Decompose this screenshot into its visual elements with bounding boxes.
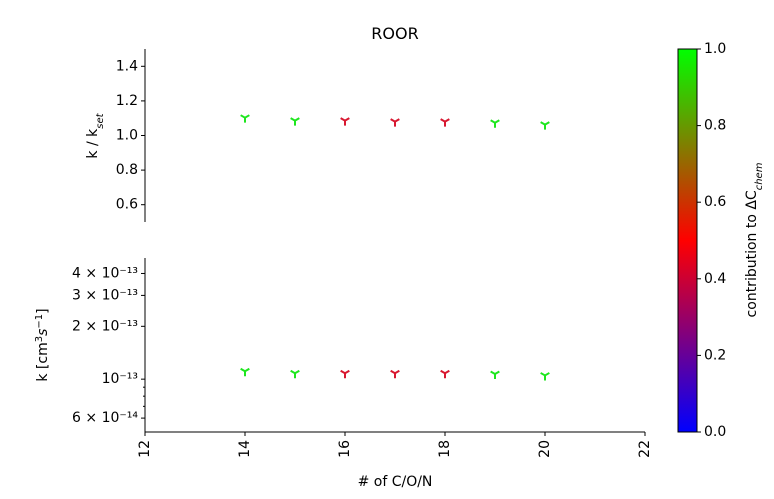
- marker: [540, 121, 550, 130]
- colorbar-tick-label: 0.6: [704, 194, 726, 210]
- y-tick-label: 3 × 10⁻¹³: [72, 287, 138, 303]
- colorbar: [677, 48, 698, 433]
- x-tick-label: 16: [337, 440, 353, 458]
- colorbar-label-text: contribution to ΔC: [744, 190, 760, 317]
- y-label-sub: set: [95, 112, 106, 128]
- y-label-text: k [cm: [35, 342, 51, 381]
- y-tick-label: 1.2: [116, 93, 138, 109]
- marker: [240, 114, 250, 123]
- x-tick-label: 12: [137, 440, 153, 458]
- chart-title: ROOR: [371, 24, 418, 43]
- marker: [490, 370, 500, 379]
- y-tick-label: 1.4: [116, 58, 138, 74]
- marker: [440, 369, 450, 379]
- y-tick-label: 10⁻¹³: [102, 371, 138, 387]
- y-tick-label: 2 × 10⁻¹³: [72, 318, 138, 334]
- y-tick-label: 0.8: [116, 162, 138, 178]
- colorbar-tick-label: 0.0: [704, 424, 726, 440]
- colorbar-label-sub: chem: [754, 162, 765, 190]
- y-tick-label: 6 × 10⁻¹⁴: [72, 410, 138, 426]
- y-tick-label: 1.0: [116, 128, 138, 144]
- colorbar-tick-label: 0.4: [704, 271, 726, 287]
- marker: [540, 372, 550, 381]
- y-tick-label: 4 × 10⁻¹³: [72, 265, 138, 281]
- marker: [390, 118, 400, 127]
- marker: [340, 369, 350, 379]
- colorbar-tick-label: 0.8: [704, 118, 726, 134]
- marker: [290, 117, 300, 126]
- marker: [290, 369, 300, 379]
- colorbar-label: contribution to ΔCchem: [744, 162, 765, 317]
- marker: [490, 119, 500, 128]
- y-label-text: k / k: [85, 128, 101, 159]
- marker: [440, 118, 450, 127]
- colorbar-tick-label: 1.0: [704, 41, 726, 57]
- colorbar-tick-label: 0.2: [704, 347, 726, 363]
- x-tick-label: 22: [637, 440, 653, 458]
- y-label-mid: s: [35, 329, 51, 336]
- y-label-sup: 3: [34, 336, 45, 342]
- x-tick-label: 14: [237, 440, 253, 458]
- y-axis-label: k [cm3s−1]: [34, 308, 52, 381]
- y-label-end: ]: [35, 308, 51, 313]
- x-tick-label: 18: [437, 440, 453, 458]
- x-tick-label: 20: [537, 440, 553, 458]
- x-axis-label: # of C/O/N: [358, 474, 433, 490]
- y-label-sup: −1: [34, 314, 45, 329]
- marker: [240, 367, 250, 377]
- marker: [390, 369, 400, 379]
- marker: [340, 117, 350, 126]
- y-tick-label: 0.6: [116, 197, 138, 213]
- y-axis-label: k / kset: [85, 112, 106, 158]
